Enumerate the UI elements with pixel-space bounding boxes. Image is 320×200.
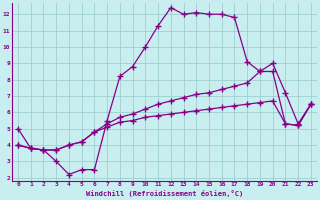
X-axis label: Windchill (Refroidissement éolien,°C): Windchill (Refroidissement éolien,°C)	[86, 190, 243, 197]
